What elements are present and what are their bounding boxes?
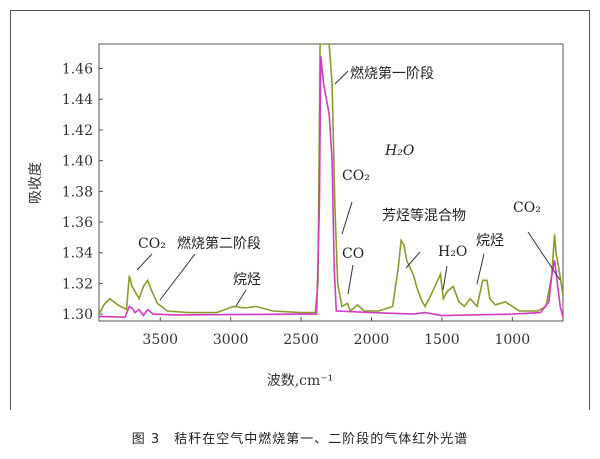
ir-spectrum-chart: 1.30 1.32 1.34 1.36 1.38 1.40 1.42 1.44 1.46 3500…	[28, 43, 564, 389]
series-line-1	[99, 44, 563, 315]
annotation-leader	[476, 253, 485, 285]
annotation-leader	[136, 253, 153, 271]
annotation-label: 芳烃等混合物	[382, 207, 466, 224]
annotation-label: CO	[342, 246, 364, 262]
annotation-leader	[159, 253, 196, 301]
caption-text: 秸秆在空气中燃烧第一、二阶段的气体红外光谱	[174, 432, 469, 447]
annotation-leader	[405, 251, 421, 269]
annotation-label: CO₂	[138, 236, 166, 252]
series-line-2	[99, 56, 563, 319]
annotation-label: 燃烧第二阶段	[177, 235, 261, 252]
y-tick-label: 1.42	[62, 123, 93, 139]
plot-area	[98, 43, 564, 322]
annotation-label: CO₂	[513, 200, 541, 216]
annotation-label: H₂O	[438, 244, 467, 260]
y-tick-label: 1.40	[62, 154, 93, 170]
annotation-leader	[235, 289, 247, 307]
y-axis-label: 吸收度	[28, 162, 44, 204]
annotation-leader	[442, 265, 448, 291]
y-tick-label: 1.44	[62, 92, 93, 108]
x-tick-label: 2000	[354, 332, 390, 348]
annotation-leader	[334, 70, 349, 85]
annotation-label: 烷烃	[476, 233, 504, 249]
figure-caption: 图 3 秸秆在空气中燃烧第一、二阶段的气体红外光谱	[80, 428, 520, 447]
figure-number: 图 3	[131, 432, 161, 447]
annotation-label: CO₂	[342, 168, 370, 184]
x-axis-label: 波数,cm⁻¹	[267, 373, 334, 389]
y-tick-label: 1.34	[62, 246, 93, 262]
x-tick-label: 3000	[213, 332, 249, 348]
annotation-label: 烷烃	[233, 272, 261, 288]
annotation-leader	[341, 201, 353, 235]
y-tick-label: 1.36	[62, 215, 93, 231]
x-tick-label: 1000	[494, 332, 530, 348]
annotation-label: H₂O	[384, 143, 415, 159]
y-tick-label: 1.30	[62, 307, 93, 323]
x-tick-label: 3500	[142, 332, 178, 348]
annotation-leader	[527, 231, 561, 281]
y-tick-label: 1.46	[62, 62, 93, 78]
annotation-leader	[347, 264, 354, 295]
annotation-label: 燃烧第一阶段	[350, 65, 434, 82]
x-tick-label: 2500	[283, 332, 319, 348]
x-tick-label: 1500	[424, 332, 460, 348]
figure-frame	[10, 10, 590, 410]
y-tick-label: 1.38	[62, 184, 93, 200]
y-tick-label: 1.32	[62, 276, 93, 292]
